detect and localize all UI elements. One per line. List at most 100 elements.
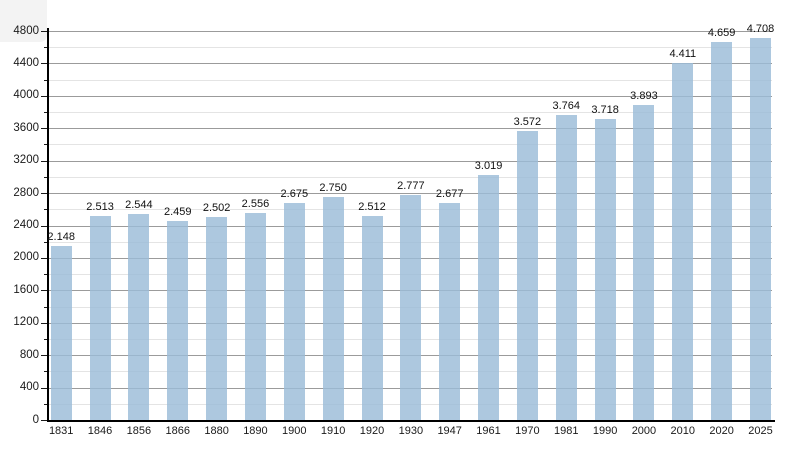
bar-1970 <box>516 130 538 420</box>
bar-value-label-2025: 4.708 <box>746 23 775 36</box>
y-axis-major-tick <box>41 95 47 97</box>
x-axis-tick-label-2010: 2010 <box>670 425 696 437</box>
y-axis-major-tick <box>41 355 47 357</box>
bar-value-label-1880: 2.502 <box>202 202 231 215</box>
y-axis-minor-tick <box>43 403 47 405</box>
x-axis-tick-label-1930: 1930 <box>398 425 424 437</box>
y-axis-minor-tick <box>43 47 47 49</box>
bar-value-label-2010: 4.411 <box>669 47 697 60</box>
x-axis-tick-label-1846: 1846 <box>87 425 113 437</box>
minor-gridline <box>47 112 772 114</box>
bar-value-label-1961: 3.019 <box>474 160 503 173</box>
y-axis-minor-tick <box>43 176 47 178</box>
x-axis-tick-label-1866: 1866 <box>165 425 190 437</box>
x-axis-tick-label-1880: 1880 <box>204 425 229 437</box>
y-axis-tick-label: 4400 <box>13 56 39 69</box>
y-axis-minor-tick <box>43 144 47 146</box>
minor-gridline <box>47 79 772 81</box>
y-axis-tick-label: 400 <box>19 381 39 394</box>
y-axis-minor-tick <box>43 274 47 276</box>
y-axis-major-tick <box>41 290 47 292</box>
major-gridline <box>47 31 772 32</box>
y-axis-line <box>47 28 49 421</box>
bar-value-label-1900: 2.675 <box>280 188 309 201</box>
y-axis-minor-tick <box>43 79 47 81</box>
major-gridline <box>47 128 772 130</box>
y-axis-tick-label: 800 <box>19 348 39 361</box>
bar-1900 <box>283 203 305 420</box>
bar-2025 <box>750 38 771 420</box>
x-axis-tick-label-1910: 1910 <box>320 425 346 437</box>
bar-1920 <box>361 216 383 420</box>
bar-1856 <box>128 213 150 420</box>
minor-gridline <box>47 176 772 178</box>
bar-value-label-1890: 2.556 <box>241 197 270 210</box>
bar-1947 <box>439 203 461 420</box>
y-axis-major-tick <box>41 322 47 324</box>
bar-1846 <box>89 216 111 420</box>
bar-1910 <box>322 197 344 420</box>
bar-2010 <box>672 62 694 420</box>
bar-value-label-1930: 2.777 <box>397 179 425 192</box>
y-axis-minor-tick <box>43 306 47 308</box>
y-axis-tick-label: 1200 <box>13 316 39 329</box>
bar-value-label-1990: 3.718 <box>591 103 619 116</box>
major-gridline <box>47 95 772 97</box>
bar-value-label-1981: 3.764 <box>552 99 581 112</box>
y-axis-major-tick <box>41 193 47 195</box>
x-axis-tick-label-1900: 1900 <box>282 425 307 437</box>
bar-1961 <box>478 175 500 420</box>
y-axis-tick-label: 2000 <box>13 251 39 264</box>
bar-value-label-1846: 2.513 <box>86 201 114 214</box>
y-axis-major-tick <box>41 128 47 130</box>
bar-1990 <box>594 118 616 420</box>
y-axis-tick-label: 4800 <box>13 24 39 37</box>
minor-gridline <box>47 144 772 146</box>
y-axis-major-tick <box>41 387 47 389</box>
x-axis-tick-label-1920: 1920 <box>359 425 385 437</box>
major-gridline <box>47 63 772 65</box>
y-axis-major-tick <box>41 160 47 162</box>
bar-1930 <box>400 194 422 420</box>
y-axis-major-tick <box>41 225 47 227</box>
x-axis-tick-label-1947: 1947 <box>437 425 462 437</box>
x-axis-tick-label-1831: 1831 <box>48 425 74 437</box>
y-axis-minor-tick <box>43 112 47 114</box>
bar-value-label-1866: 2.459 <box>163 205 192 218</box>
y-axis-tick-label: 3200 <box>13 154 39 167</box>
y-axis-major-tick <box>41 257 47 259</box>
bar-1831 <box>50 245 72 420</box>
y-axis-major-tick <box>41 31 47 32</box>
y-axis-minor-tick <box>43 371 47 373</box>
x-axis-tick-label-1856: 1856 <box>126 425 152 437</box>
y-axis-minor-tick <box>43 241 47 243</box>
bar-value-label-1920: 2.512 <box>358 201 386 214</box>
x-axis-tick-label-1890: 1890 <box>243 425 268 437</box>
major-gridline <box>47 160 772 162</box>
bar-value-label-1970: 3.572 <box>513 115 542 128</box>
bar-1890 <box>244 212 266 420</box>
x-axis-tick-label-2020: 2020 <box>709 425 734 437</box>
bar-2020 <box>711 42 733 420</box>
bar-value-label-1831: 2.148 <box>47 230 75 243</box>
bar-value-label-1947: 2.677 <box>435 188 464 201</box>
y-axis-minor-tick <box>43 338 47 340</box>
x-axis-tick-label-1981: 1981 <box>554 425 579 437</box>
x-axis-tick-label-2000: 2000 <box>631 425 657 437</box>
bar-2000 <box>633 104 655 420</box>
bar-1880 <box>206 217 228 420</box>
bar-value-label-1856: 2.544 <box>125 198 153 211</box>
minor-gridline <box>47 47 772 49</box>
y-axis-major-tick <box>41 420 47 421</box>
y-axis-tick-label: 2400 <box>13 219 39 231</box>
corner-artifact-box <box>0 0 47 42</box>
bar-1981 <box>555 114 577 420</box>
y-axis-minor-tick <box>43 209 47 211</box>
x-axis-tick-label-1970: 1970 <box>515 425 540 437</box>
x-axis-line <box>47 420 775 422</box>
bar-1866 <box>167 220 189 420</box>
bar-value-label-2020: 4.659 <box>707 27 736 40</box>
y-axis-tick-label: 3600 <box>13 121 39 134</box>
bar-value-label-2000: 3.893 <box>630 89 658 102</box>
